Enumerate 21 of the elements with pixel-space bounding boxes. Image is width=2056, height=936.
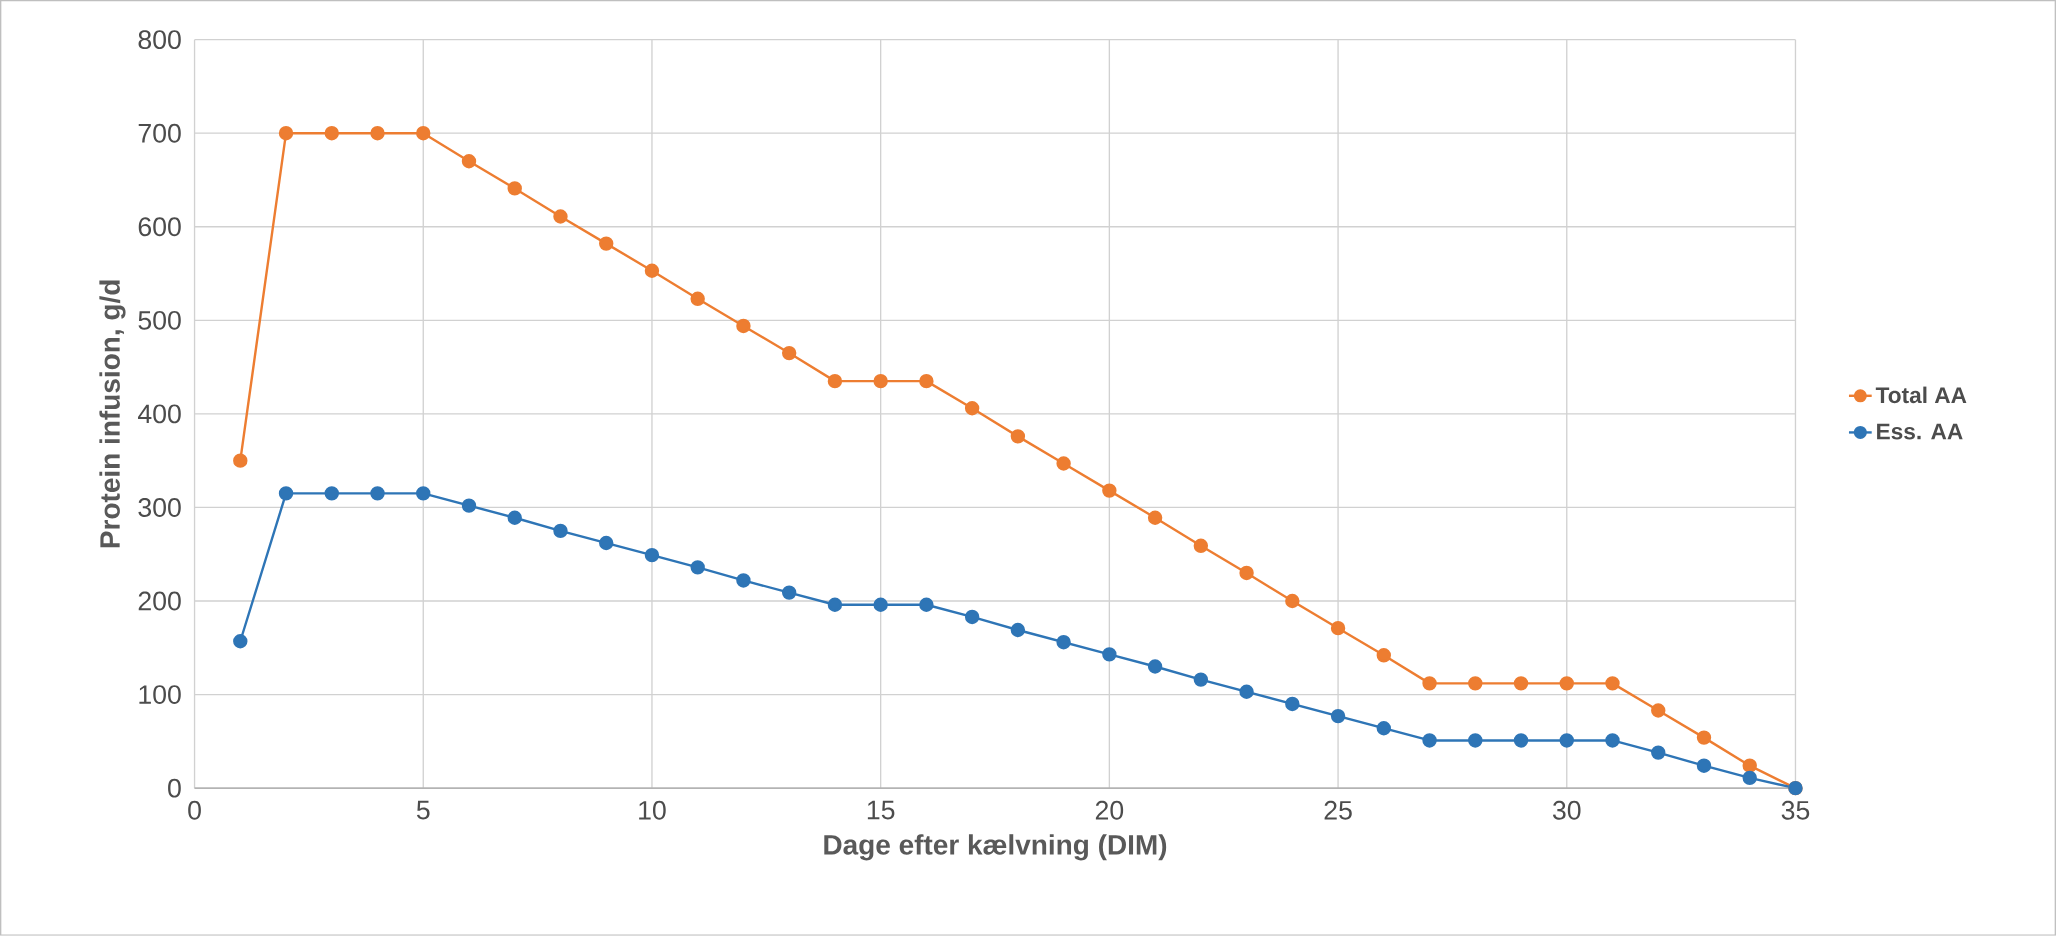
x-tick-label: 10	[639, 801, 666, 820]
y-tick-label: 200	[138, 591, 181, 611]
y-tick-label: 100	[139, 685, 181, 705]
y-tick-label: 700	[138, 123, 181, 143]
y-tick-label: 300	[138, 498, 181, 518]
x-tick-label: 25	[1324, 801, 1352, 820]
x-tick-label: 0	[188, 801, 201, 820]
x-tick-label: 15	[867, 801, 895, 820]
y-axis-title: Protein infusion, g/d	[99, 280, 126, 548]
x-axis-title: Dage efter kælvning (DIM)	[824, 834, 1167, 861]
y-tick-label: 0	[168, 778, 181, 798]
legend-label: Ess. AA	[1877, 423, 1963, 440]
x-tick-label: 35	[1781, 801, 1810, 820]
y-tick-label: 800	[138, 30, 181, 50]
legend-label: Total AA	[1875, 386, 1967, 404]
x-tick-label: 30	[1552, 801, 1581, 820]
x-tick-label: 20	[1095, 801, 1124, 820]
y-tick-label: 400	[137, 404, 181, 424]
y-tick-label: 600	[138, 217, 181, 237]
x-tick-label: 5	[416, 801, 430, 820]
y-tick-label: 500	[138, 311, 181, 330]
